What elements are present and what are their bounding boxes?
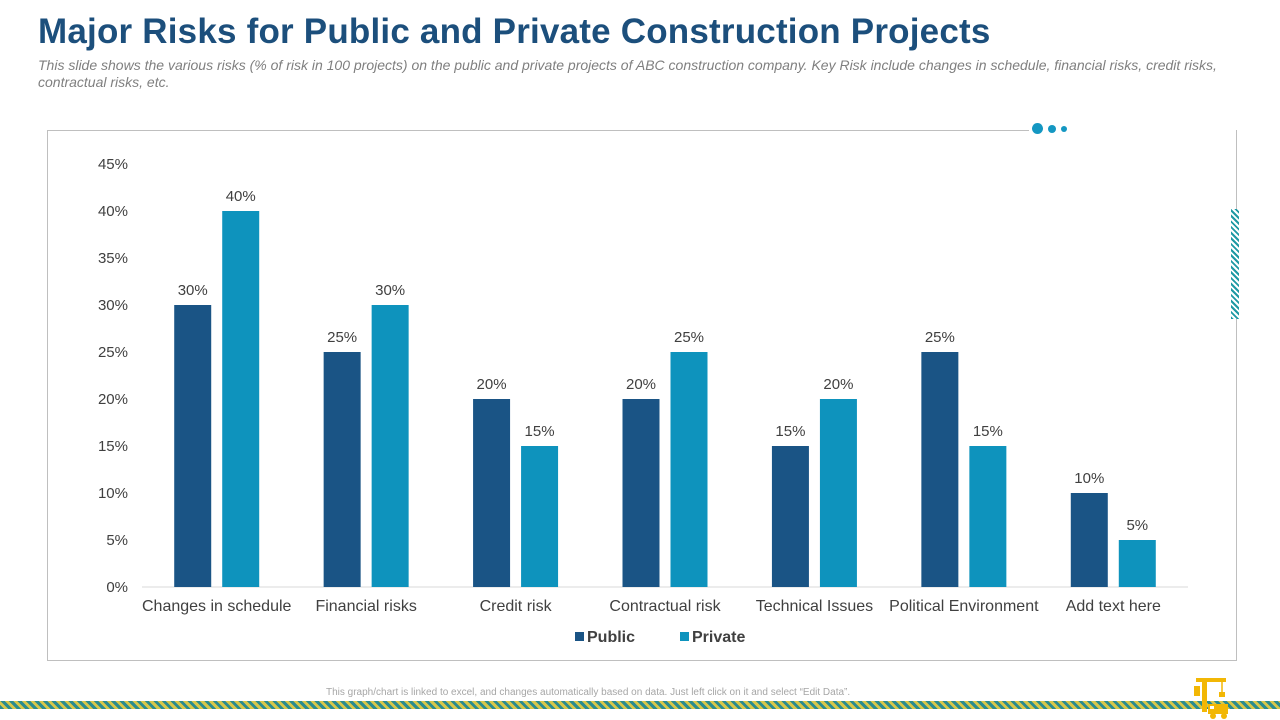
data-label-private: 20% (823, 376, 853, 393)
y-tick-label: 5% (106, 532, 128, 549)
data-label-private: 40% (226, 188, 256, 205)
y-tick-label: 35% (98, 250, 128, 267)
bar-public (1070, 493, 1108, 587)
bar-public (473, 399, 511, 587)
data-label-public: 25% (925, 329, 955, 346)
data-label-public: 10% (1074, 470, 1104, 487)
chart-footnote: This graph/chart is linked to excel, and… (326, 687, 851, 698)
bar-private (969, 446, 1007, 587)
legend-swatch-private (680, 632, 689, 641)
page-title: Major Risks for Public and Private Const… (38, 12, 991, 51)
bar-private (1118, 540, 1156, 587)
x-category-label: Changes in schedule (142, 598, 292, 615)
y-tick-label: 30% (98, 297, 128, 314)
x-category-label: Credit risk (480, 598, 553, 615)
bar-private (819, 399, 857, 587)
chart-frame-top-border (47, 130, 1029, 131)
data-label-private: 25% (674, 329, 704, 346)
data-label-public: 25% (327, 329, 357, 346)
x-category-label: Add text here (1066, 598, 1161, 615)
y-tick-label: 15% (98, 438, 128, 455)
x-category-label: Political Environment (889, 598, 1039, 615)
data-label-private: 15% (973, 423, 1003, 440)
bar-private (670, 352, 708, 587)
y-tick-label: 0% (106, 579, 128, 596)
bar-public (921, 352, 959, 587)
page-subtitle: This slide shows the various risks (% of… (38, 57, 1217, 90)
bar-public (771, 446, 809, 587)
decorative-hatch-bar (1231, 209, 1239, 319)
legend-swatch-public (575, 632, 584, 641)
y-tick-label: 25% (98, 344, 128, 361)
data-label-public: 15% (775, 423, 805, 440)
y-tick-label: 40% (98, 203, 128, 220)
chart-frame (47, 130, 1237, 661)
data-label-public: 30% (178, 282, 208, 299)
legend-label-private: Private (692, 629, 745, 646)
bar-private (521, 446, 559, 587)
bar-public (174, 305, 212, 587)
bar-public (323, 352, 361, 587)
y-tick-label: 20% (98, 391, 128, 408)
legend-label-public: Public (587, 629, 635, 646)
bottom-hatch-stripe (0, 701, 1280, 709)
data-label-private: 30% (375, 282, 405, 299)
bar-public (622, 399, 660, 587)
construction-crane-icon (1194, 678, 1228, 719)
y-tick-label: 10% (98, 485, 128, 502)
data-label-public: 20% (626, 376, 656, 393)
data-label-private: 15% (525, 423, 555, 440)
y-tick-label: 45% (98, 156, 128, 173)
bar-private (371, 305, 409, 587)
x-category-label: Financial risks (315, 598, 416, 615)
bar-private (222, 211, 260, 587)
data-label-public: 20% (477, 376, 507, 393)
x-category-label: Contractual risk (609, 598, 721, 615)
data-label-private: 5% (1126, 517, 1148, 534)
x-category-label: Technical Issues (756, 598, 873, 615)
